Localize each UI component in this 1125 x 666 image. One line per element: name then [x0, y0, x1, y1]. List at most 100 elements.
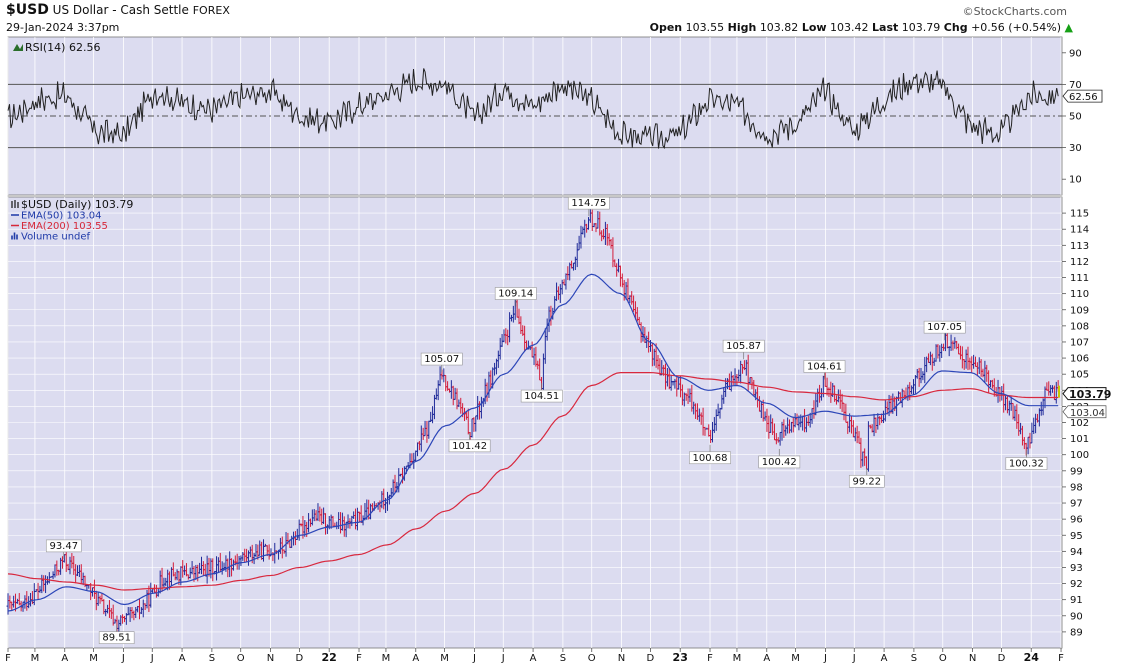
last-label: Last: [872, 21, 899, 34]
price-panel[interactable]: 8990919293949596979899100101102103104105…: [6, 196, 1112, 649]
price-y-tick-label: 101: [1070, 434, 1089, 445]
x-tick-label: F: [707, 653, 713, 664]
brand-label[interactable]: ©StockCharts.com: [962, 5, 1067, 18]
x-tick-label: M: [382, 653, 391, 664]
annotation-box: [448, 439, 491, 453]
price-y-tick-label: 98: [1070, 482, 1083, 493]
price-y-tick-label: 113: [1070, 241, 1089, 252]
annotation-label: 107.05: [927, 322, 962, 333]
x-tick-label: A: [179, 653, 186, 664]
price-annotation: 114.75: [567, 196, 610, 217]
price-legend-text: EMA(200) 103.55: [21, 221, 108, 232]
annotation-box: [98, 631, 135, 644]
x-tick-label: O: [939, 653, 947, 664]
price-annotation: 99.22: [848, 468, 885, 488]
price-annotation: 107.05: [923, 320, 966, 341]
open-value: 103.55: [685, 21, 725, 34]
annotation-box: [520, 389, 563, 403]
annotation-label: 105.07: [424, 354, 459, 365]
high-value: 103.82: [759, 21, 799, 34]
price-y-tick-label: 105: [1070, 370, 1089, 381]
annotation-label: 93.47: [49, 541, 78, 552]
ohlc-summary: Open 103.55 High 103.82 Low 103.42 Last …: [650, 21, 1073, 34]
price-legend-item: Volume undef: [11, 232, 91, 243]
x-tick-label: S: [911, 653, 917, 664]
low-value: 103.42: [830, 21, 869, 34]
x-tick-label: J: [150, 653, 154, 664]
x-tick-label: J: [501, 653, 505, 664]
x-tick-label: N: [969, 653, 976, 664]
price-annotation: 105.07: [420, 352, 463, 373]
price-y-tick-label: 94: [1070, 547, 1083, 558]
price-y-tick-label: 115: [1070, 209, 1089, 220]
rsi-panel[interactable]: 90 70 50 30 10 RSI(14) 62.56 62.56: [7, 36, 1103, 196]
price-annotation: 100.42: [758, 448, 801, 469]
chart-datetime: 29-Jan-2024 3:37pm: [6, 21, 120, 34]
ema50-value-label: 103.04: [1070, 408, 1105, 419]
x-tick-label: M: [440, 653, 449, 664]
instrument-name: US Dollar - Cash Settle: [52, 3, 189, 17]
rsi-legend: RSI(14) 62.56: [13, 41, 100, 54]
price-annotation: 104.61: [803, 360, 846, 380]
x-tick-label: 22: [322, 651, 337, 664]
last-value: 103.79: [901, 21, 941, 34]
x-tick-label: A: [530, 653, 537, 664]
x-tick-label: A: [412, 653, 419, 664]
annotation-box: [45, 539, 82, 553]
x-tick-label: O: [588, 653, 596, 664]
x-tick-label: D: [647, 653, 655, 664]
price-y-tick-label: 93: [1070, 563, 1083, 574]
price-y-tick-label: 89: [1070, 627, 1083, 638]
price-legend-text: $USD (Daily) 103.79: [21, 198, 133, 211]
annotation-label: 89.51: [102, 633, 131, 644]
price-annotation: 89.51: [98, 624, 135, 644]
price-annotation: 93.47: [45, 539, 82, 559]
x-tick-label: N: [618, 653, 625, 664]
price-legend-item: EMA(200) 103.55: [11, 221, 108, 232]
annotation-box: [567, 196, 610, 210]
x-tick-label: N: [267, 653, 274, 664]
symbol: $USD: [6, 2, 49, 18]
price-y-tick-label: 111: [1070, 273, 1089, 284]
x-tick-label: J: [823, 653, 827, 664]
chg-value: +0.56 (+0.54%): [971, 21, 1062, 34]
x-tick-label: S: [209, 653, 215, 664]
price-y-tick-label: 110: [1070, 289, 1089, 300]
price-annotation: 105.87: [722, 339, 765, 360]
x-tick-label: F: [1058, 653, 1064, 664]
x-axis: F M A M J J A S O N D 22 F M A M J J A S O N D 23 F M A M J J A S O N D 24 F: [5, 648, 1064, 664]
annotation-box: [923, 320, 966, 334]
price-y-tick-label: 107: [1070, 337, 1089, 348]
price-legend-text: EMA(50) 103.04: [21, 211, 101, 222]
chg-label: Chg: [943, 21, 968, 34]
x-tick-label: O: [237, 653, 245, 664]
x-tick-label: M: [733, 653, 742, 664]
x-tick-label: D: [998, 653, 1006, 664]
rsi-y-tick-label: 90: [1069, 48, 1082, 59]
price-y-tick-label: 99: [1070, 466, 1083, 477]
annotation-label: 100.68: [693, 453, 728, 464]
price-y-tick-label: 92: [1070, 579, 1083, 590]
annotation-label: 109.14: [498, 288, 533, 299]
price-bars: [6, 207, 1060, 634]
price-y-tick-label: 95: [1070, 531, 1083, 542]
chart-title: $USD US Dollar - Cash Settle FOREX: [6, 2, 230, 18]
price-annotation: 104.51: [520, 383, 563, 403]
rsi-current-value-box: [1062, 89, 1103, 103]
price-legend-item: $USD (Daily) 103.79: [11, 198, 133, 211]
x-tick-label: 24: [1024, 651, 1040, 664]
price-y-tick-label: 102: [1070, 418, 1089, 429]
price-annotations: 93.47 89.51 105.07 101.42 109.14 104.51 114.75…: [45, 196, 1048, 644]
price-y-tick-label: 114: [1070, 225, 1089, 236]
annotation-box: [494, 287, 537, 300]
annotation-label: 99.22: [852, 476, 881, 487]
rsi-line: [7, 68, 1059, 150]
exchange: FOREX: [192, 4, 230, 17]
volume-legend-icon: [11, 232, 18, 240]
ema50-line: [7, 273, 1059, 612]
annotation-label: 100.32: [1009, 459, 1044, 470]
rsi-current-value-tag: 62.56: [1062, 89, 1103, 103]
